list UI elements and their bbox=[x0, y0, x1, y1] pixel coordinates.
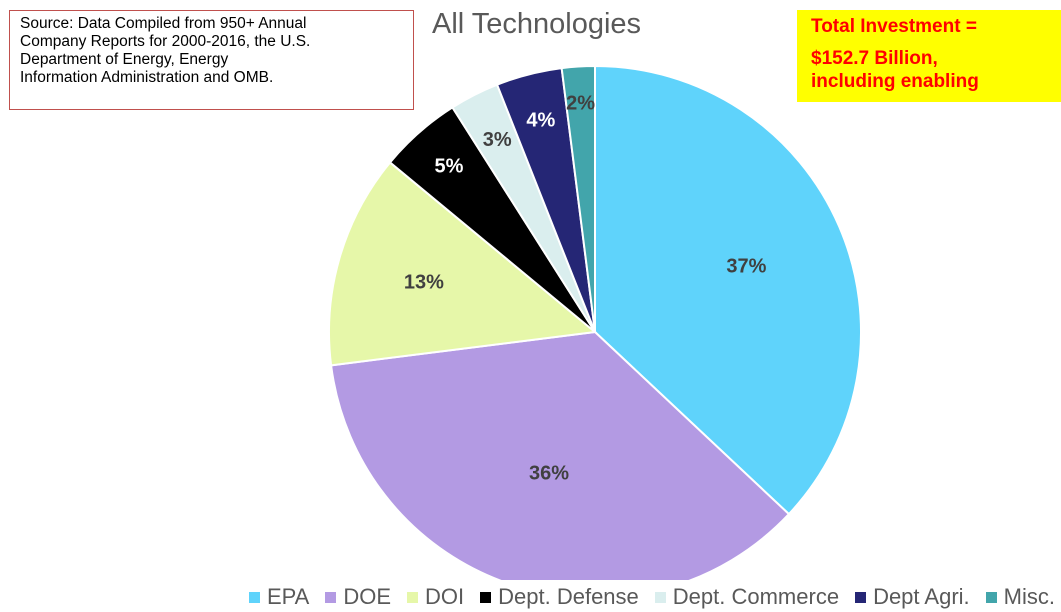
pie-slice-doe bbox=[329, 330, 791, 580]
callout-line-amount: $152.7 Billion, bbox=[811, 48, 938, 69]
legend-entry: EPA bbox=[248, 584, 310, 610]
callout-line-enabling: including enabling bbox=[811, 71, 979, 92]
legend-label: Dept. Commerce bbox=[672, 584, 840, 609]
source-note-line: Department of Energy, Energy bbox=[20, 51, 229, 68]
legend-label: EPA bbox=[266, 584, 310, 609]
slice-data-label: 4% bbox=[526, 110, 555, 132]
source-note: Source: Data Compiled from 950+ Annual C… bbox=[9, 10, 414, 110]
legend-entry: Dept Agri. bbox=[855, 584, 970, 610]
legend-swatch bbox=[407, 591, 419, 603]
source-note-line: Source: Data Compiled from 950+ Annual bbox=[20, 15, 307, 32]
legend-swatch bbox=[325, 591, 337, 603]
source-note-line: Company Reports for 2000-2016, the U.S. bbox=[20, 33, 311, 50]
slice-data-label: 5% bbox=[435, 155, 464, 177]
pie-slice-epa bbox=[594, 64, 863, 516]
legend-entry: Dept. Defense bbox=[480, 584, 639, 610]
slice-data-label: 2% bbox=[566, 93, 595, 115]
legend-label: Dept. Defense bbox=[498, 584, 639, 609]
pie-chart: 37% 36% 13% 5% 3% 4% 2% bbox=[328, 64, 863, 580]
slice-data-label: 37% bbox=[726, 256, 766, 278]
callout-line-total: Total Investment = bbox=[811, 16, 977, 37]
legend-label: Dept Agri. bbox=[873, 584, 970, 609]
legend-entry: Misc. bbox=[985, 584, 1055, 610]
total-investment-callout: Total Investment = $152.7 Billion, inclu… bbox=[797, 10, 1061, 102]
pie-labels: 37% 36% 13% 5% 3% 4% 2% bbox=[404, 93, 767, 485]
chart-legend: EPA DOE DOI Dept. Defense Dept. Commerce Dept… bbox=[0, 584, 1061, 610]
legend-swatch bbox=[985, 591, 997, 603]
legend-entry: Dept. Commerce bbox=[654, 584, 840, 610]
legend-label: DOI bbox=[425, 584, 465, 609]
legend-label: Misc. bbox=[1003, 584, 1055, 609]
legend-swatch bbox=[855, 591, 867, 603]
chart-title: All Technologies bbox=[432, 8, 642, 40]
slice-data-label: 13% bbox=[404, 271, 444, 293]
legend-swatch bbox=[480, 591, 492, 603]
slice-data-label: 3% bbox=[483, 129, 512, 151]
legend-swatch bbox=[248, 591, 260, 603]
legend-label: DOE bbox=[343, 584, 392, 609]
pie-slices bbox=[328, 64, 863, 580]
pie-slice-doi bbox=[328, 161, 598, 367]
source-note-line: Information Administration and OMB. bbox=[20, 69, 274, 86]
pie-slice-misc bbox=[560, 64, 596, 333]
legend-entry: DOI bbox=[407, 584, 464, 610]
legend-entry: DOE bbox=[325, 584, 391, 610]
legend-swatch bbox=[654, 591, 666, 603]
slice-data-label: 36% bbox=[529, 463, 569, 485]
